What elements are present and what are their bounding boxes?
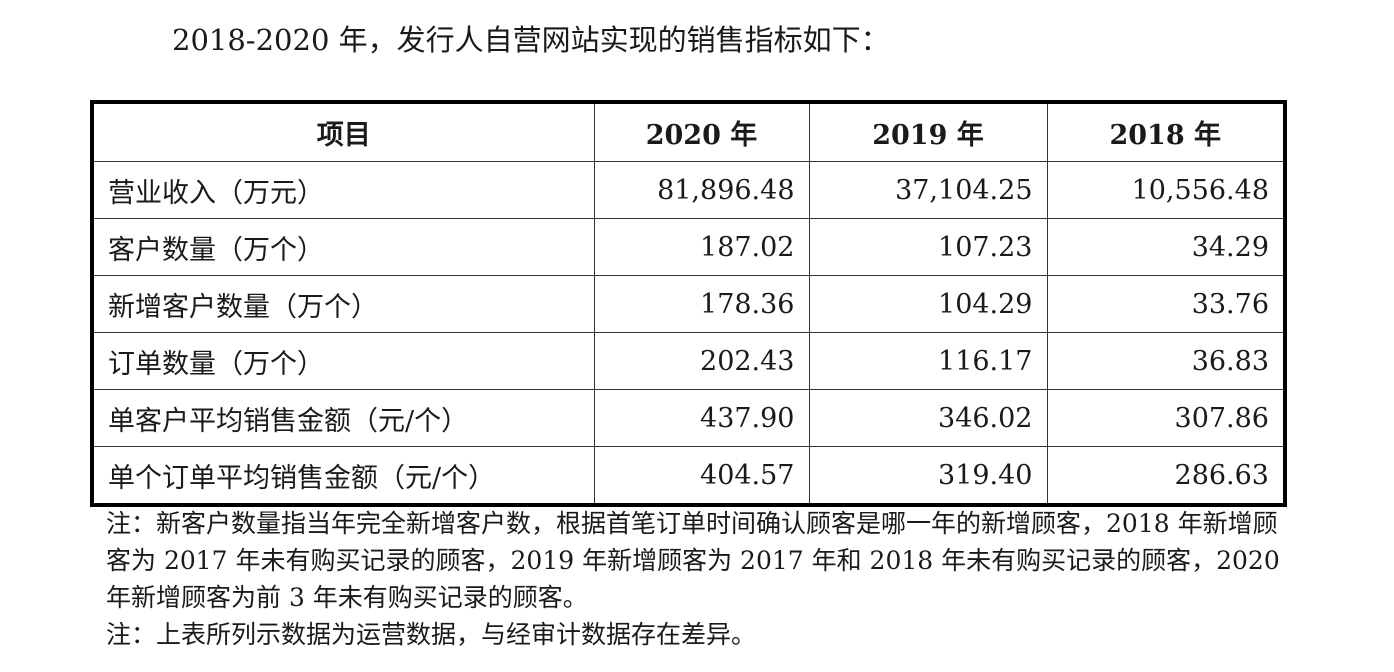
- table-row: 营业收入（万元） 81,896.48 37,104.25 10,556.48: [91, 161, 1286, 219]
- cell-2019: 116.17: [808, 332, 1048, 390]
- table-header-row: 项目 2020 年 2019 年 2018 年: [91, 101, 1286, 162]
- row-label: 营业收入（万元）: [91, 161, 595, 219]
- cell-2018: 10,556.48: [1046, 161, 1286, 219]
- table-row: 单个订单平均销售金额（元/个） 404.57 319.40 286.63: [91, 446, 1286, 506]
- cell-2018: 286.63: [1046, 446, 1286, 506]
- cell-2020: 187.02: [593, 218, 810, 276]
- row-label: 单客户平均销售金额（元/个）: [91, 389, 595, 447]
- table-row: 新增客户数量（万个） 178.36 104.29 33.76: [91, 275, 1286, 333]
- table-row: 订单数量（万个） 202.43 116.17 36.83: [91, 332, 1286, 390]
- cell-2020: 437.90: [593, 389, 810, 447]
- cell-2020: 202.43: [593, 332, 810, 390]
- footnote-operational-data: 注：上表所列示数据为运营数据，与经审计数据存在差异。: [106, 620, 757, 649]
- column-header-item: 项目: [91, 101, 595, 162]
- column-header-2019: 2019 年: [808, 101, 1048, 162]
- cell-2019: 107.23: [808, 218, 1048, 276]
- footnotes: 注：新客户数量指当年完全新增客户数，根据首笔订单时间确认顾客是哪一年的新增顾客，…: [106, 505, 1286, 653]
- intro-text: 2018-2020 年，发行人自营网站实现的销售指标如下：: [172, 23, 890, 57]
- sales-metrics-table: 项目 2020 年 2019 年 2018 年 营业收入（万元） 81,896.…: [90, 100, 1287, 507]
- row-label: 新增客户数量（万个）: [91, 275, 595, 333]
- cell-2019: 104.29: [808, 275, 1048, 333]
- cell-2020: 81,896.48: [593, 161, 810, 219]
- cell-2019: 319.40: [808, 446, 1048, 506]
- cell-2018: 36.83: [1046, 332, 1286, 390]
- row-label: 订单数量（万个）: [91, 332, 595, 390]
- cell-2020: 404.57: [593, 446, 810, 506]
- cell-2018: 307.86: [1046, 389, 1286, 447]
- footnote-new-customers: 注：新客户数量指当年完全新增客户数，根据首笔订单时间确认顾客是哪一年的新增顾客，…: [106, 509, 1280, 612]
- cell-2018: 34.29: [1046, 218, 1286, 276]
- column-header-2018: 2018 年: [1046, 101, 1286, 162]
- cell-2019: 346.02: [808, 389, 1048, 447]
- cell-2018: 33.76: [1046, 275, 1286, 333]
- row-label: 单个订单平均销售金额（元/个）: [91, 446, 595, 506]
- table-row: 客户数量（万个） 187.02 107.23 34.29: [91, 218, 1286, 276]
- table-row: 单客户平均销售金额（元/个） 437.90 346.02 307.86: [91, 389, 1286, 447]
- column-header-2020: 2020 年: [593, 101, 810, 162]
- cell-2020: 178.36: [593, 275, 810, 333]
- cell-2019: 37,104.25: [808, 161, 1048, 219]
- row-label: 客户数量（万个）: [91, 218, 595, 276]
